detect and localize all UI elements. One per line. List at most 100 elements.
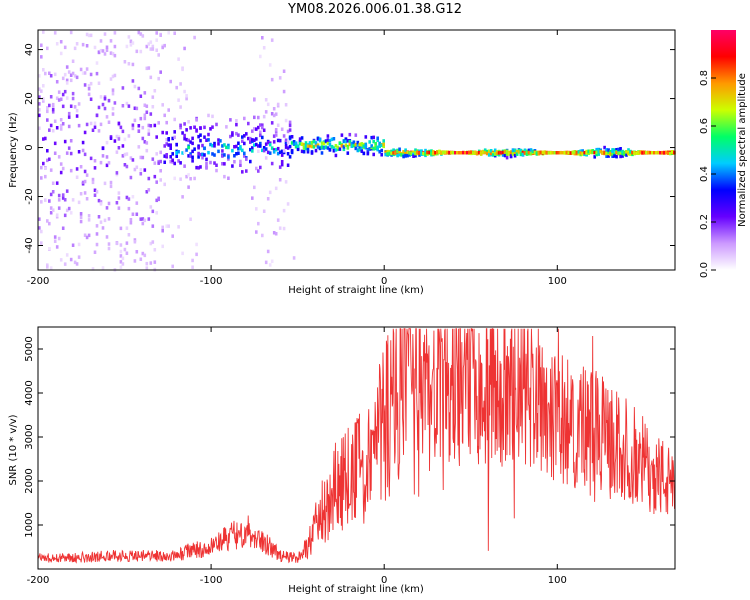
spectrogram-cell	[135, 250, 139, 254]
spectrogram-cell	[51, 107, 55, 112]
spectrogram-cell	[394, 151, 397, 155]
spectrogram-cell	[255, 127, 258, 131]
spectrogram-cell	[79, 67, 83, 72]
spectrogram-cell	[97, 198, 101, 203]
spectrogram-cell	[169, 155, 172, 159]
spectrogram-cell	[673, 150, 676, 155]
spectrogram-cell	[304, 141, 308, 145]
spectrogram-cell	[155, 211, 158, 215]
spectrogram-cell	[460, 151, 463, 155]
spectrogram-cell	[42, 30, 45, 34]
spectrogram-cell	[81, 71, 85, 75]
spectrogram-cell	[113, 31, 117, 35]
spectrogram-cell	[251, 138, 254, 142]
spectrogram-cell	[189, 177, 192, 181]
spectrogram-cell	[255, 166, 258, 171]
spectrogram-cell	[348, 142, 352, 147]
spectrogram-cell	[65, 253, 69, 257]
spectrogram-cell	[286, 129, 290, 134]
spectrogram-cell	[189, 217, 192, 221]
spectrogram-cell	[155, 152, 158, 156]
spectrogram-cell	[491, 153, 495, 157]
spectrogram-cell	[300, 142, 304, 146]
spectrogram-cell	[607, 154, 610, 158]
spectrogram-cell	[93, 159, 97, 163]
spectrogram-cell	[272, 150, 276, 154]
spectrogram-cell	[513, 154, 517, 158]
spectrogram-cell	[51, 181, 55, 185]
spectrogram-cell	[493, 148, 497, 152]
spectrogram-cell	[175, 154, 178, 158]
spectrogram-cell	[613, 148, 616, 152]
spectrogram-cell	[233, 145, 236, 149]
spectrogram-cell	[414, 151, 417, 155]
spectrogram-cell	[117, 137, 121, 141]
spectrogram-cell	[135, 201, 139, 205]
spectrogram-cell	[115, 150, 119, 154]
spectrogram-cell	[185, 174, 188, 179]
spectrogram-cell	[49, 95, 53, 99]
spectrogram-cell	[448, 150, 451, 155]
spectrogram-cell	[350, 141, 354, 146]
spectrogram-cell	[61, 104, 65, 109]
spectrogram-cell	[374, 142, 377, 146]
spectrogram-cell	[314, 141, 318, 145]
spectrogram-cell	[406, 151, 409, 155]
spectrogram-cell	[372, 152, 375, 157]
spectrogram-cell	[195, 128, 198, 132]
spectrogram-cell	[272, 140, 276, 144]
spectrogram-cell	[135, 212, 139, 216]
spectrogram-cell	[398, 147, 401, 151]
spectrogram-cell	[231, 164, 234, 168]
spectrogram-cell	[249, 140, 252, 144]
spectrogram-cell	[227, 157, 230, 161]
spectrogram-cell	[298, 137, 302, 141]
spectrogram-cell	[147, 188, 151, 192]
spectrogram-cell	[155, 31, 158, 35]
spectrogram-cell	[95, 190, 99, 194]
spectrogram-cell	[368, 147, 371, 151]
spectrogram-cell	[621, 151, 624, 156]
spectrogram-cell	[487, 149, 491, 153]
spectrogram-cell	[141, 251, 145, 256]
spectrogram-cell	[609, 151, 612, 156]
spectrogram-cell	[489, 151, 493, 156]
spectrogram-cell	[378, 142, 381, 146]
spectrogram-cell	[57, 198, 61, 202]
spectrogram-cell	[149, 124, 153, 128]
spectrogram-cell	[649, 150, 652, 155]
spectrogram-cell	[48, 221, 51, 226]
spectrogram-cell	[123, 137, 127, 142]
spectrogram-cell	[491, 151, 495, 155]
spectrogram-cell	[408, 153, 411, 157]
spectrogram-cell	[65, 189, 69, 193]
spectrogram-cell	[87, 218, 91, 222]
spectrogram-cell	[571, 150, 575, 155]
spectrogram-cell	[378, 144, 381, 148]
spectrogram-cell	[368, 140, 371, 144]
spectrogram-cell	[143, 103, 147, 107]
spectrogram-cell	[121, 256, 125, 261]
spectrogram-cell	[127, 62, 131, 66]
spectrogram-cell	[627, 148, 630, 152]
spectrogram-cell	[400, 153, 403, 157]
spectrogram-cell	[262, 209, 266, 213]
spectrogram-cell	[101, 146, 105, 151]
spectrogram-cell	[541, 150, 545, 155]
spectrogram-cell	[259, 144, 262, 148]
spectrogram-cell	[282, 149, 286, 153]
spectrogram-cell	[97, 105, 101, 110]
spectrogram-cell	[270, 112, 274, 116]
spectrogram-cell	[46, 265, 49, 269]
spectrogram-cell	[181, 195, 184, 199]
spectrogram-cell	[195, 165, 198, 170]
spectrogram-cell	[523, 151, 527, 155]
spectrogram-cell	[125, 226, 129, 230]
spectrogram-cell	[79, 192, 83, 196]
spectrogram-cell	[396, 149, 399, 154]
spectrogram-cell	[268, 63, 272, 67]
spectrogram-cell	[282, 89, 286, 94]
spectrogram-cell	[191, 141, 194, 146]
spectrogram-cell	[559, 150, 563, 155]
